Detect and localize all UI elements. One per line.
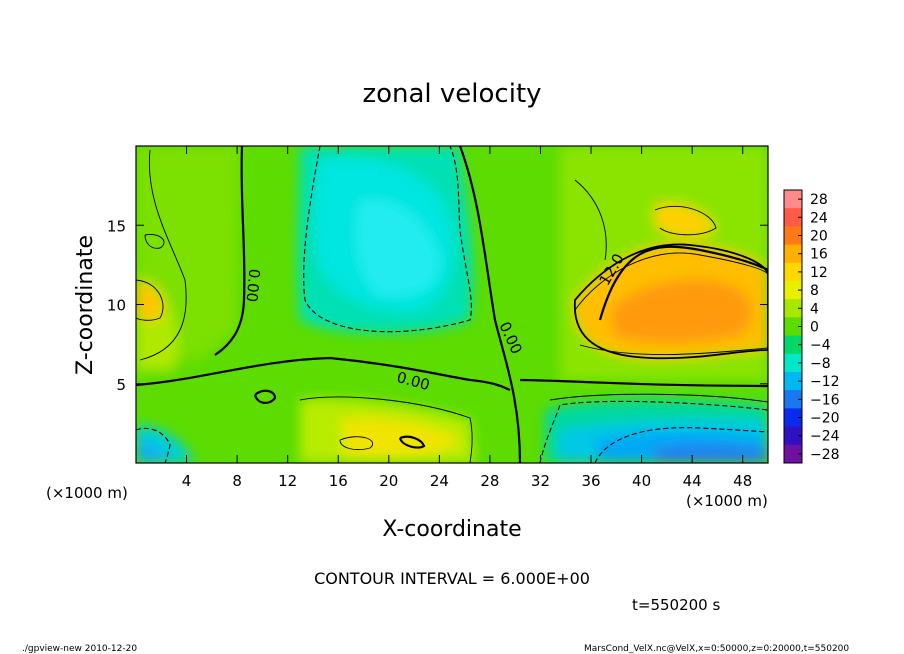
colorbar-swatch [784, 281, 802, 300]
colorbar-label: 20 [810, 229, 828, 245]
colorbar-label: 28 [810, 192, 828, 208]
colorbar-label: −4 [810, 338, 831, 354]
colorbar-swatch [784, 372, 802, 391]
velocity-field [136, 146, 768, 463]
colorbar-label: −20 [810, 411, 840, 427]
colorbar-swatch [784, 226, 802, 246]
x-tick-label: 16 [329, 472, 348, 490]
x-tick-label: 32 [531, 472, 550, 490]
x-tick-label: 36 [581, 472, 600, 490]
colorbar-swatch [784, 262, 802, 282]
x-tick-label: 4 [182, 472, 192, 490]
x-tick-label: 8 [232, 472, 242, 490]
x-tick-label: 44 [683, 472, 702, 490]
x-axis: 4 8 12 16 20 24 28 32 36 40 44 48 [182, 146, 752, 490]
colorbar-label: 24 [810, 210, 828, 226]
colorbar-swatch [784, 426, 802, 446]
colorbar-label: −12 [810, 374, 840, 390]
colorbar-label: 0 [810, 320, 819, 336]
x-tick-label: 40 [632, 472, 651, 490]
colorbar-label: −24 [810, 429, 840, 445]
y-axis-label: Z-coordinate [73, 235, 98, 375]
x-unit-right: (×1000 m) [686, 492, 768, 510]
colorbar-swatch [784, 335, 802, 355]
x-unit-left: (×1000 m) [46, 484, 128, 502]
contour-label-1: 0.00 [243, 268, 264, 303]
colorbar-swatch [784, 353, 802, 373]
plot-area [136, 146, 768, 463]
colorbar-swatch [784, 190, 802, 209]
y-axis: 5 10 15 [107, 217, 768, 394]
colorbar: 28 24 20 16 12 8 4 0 −4 −8 −12 −16 −20 −24 −28 [783, 189, 840, 464]
x-tick-label: 48 [733, 472, 752, 490]
colorbar-label: −28 [810, 447, 840, 463]
footer-right-caption: MarsCond_VelX.nc@VelX,x=0:50000,z=0:2000… [584, 644, 849, 654]
colorbar-swatch [784, 299, 802, 318]
footer-left-caption: ./gpview-new 2010-12-20 [22, 644, 137, 654]
zero-contours [136, 146, 768, 463]
x-axis-label: X-coordinate [382, 517, 521, 542]
colorbar-label: −16 [810, 392, 840, 408]
colorbar-swatch [784, 408, 802, 428]
y-tick-label: 5 [116, 376, 126, 394]
contour-interval: CONTOUR INTERVAL = 6.000E+00 [314, 569, 590, 588]
warm-blob-contour [573, 243, 768, 360]
colorbar-label: 8 [810, 283, 819, 299]
y-tick-label: 15 [107, 217, 126, 235]
dashed-contours [136, 146, 768, 463]
chart-title: zonal velocity [362, 79, 541, 109]
colorbar-swatch [784, 208, 802, 227]
colorbar-swatch [784, 244, 802, 264]
colorbar-swatch [784, 444, 802, 464]
y-tick-label: 10 [107, 297, 126, 315]
thin-contours [136, 149, 768, 463]
colorbar-swatch [784, 390, 802, 409]
x-tick-label: 20 [379, 472, 398, 490]
colorbar-label: 16 [810, 247, 828, 263]
colorbar-label: 12 [810, 265, 828, 281]
x-tick-label: 28 [480, 472, 499, 490]
time-label: t=550200 s [632, 596, 720, 614]
colorbar-swatch [784, 317, 802, 337]
x-tick-label: 24 [430, 472, 449, 490]
x-tick-label: 12 [278, 472, 297, 490]
colorbar-label: −8 [810, 356, 831, 372]
colorbar-label: 4 [810, 301, 819, 317]
